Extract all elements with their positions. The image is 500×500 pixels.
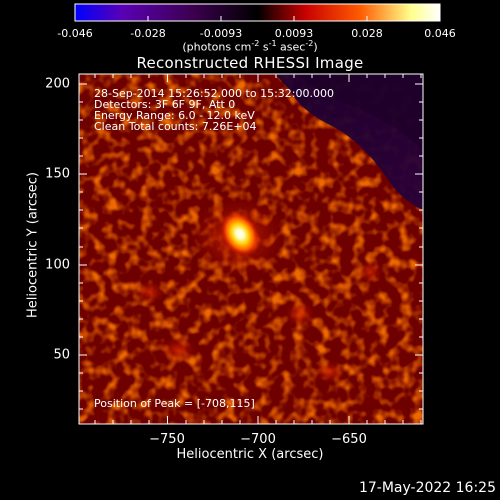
plot-title: Reconstructed RHESSI Image: [136, 54, 364, 72]
colorbar-tick-label: 0.028: [351, 27, 383, 40]
y-tick-label: 150: [45, 166, 70, 182]
annotation-algorithm-counts: Clean Total counts: 7.26E+04: [94, 120, 257, 133]
x-tick-label: −700: [240, 432, 276, 447]
axis-ticks: [79, 74, 423, 424]
y-tick-label: 50: [53, 347, 70, 363]
colorbar-ticks: [74, 16, 441, 21]
x-tick-label: −750: [149, 432, 185, 447]
y-tick-label: 100: [45, 257, 70, 273]
annotation-detectors: Detectors: 3F 6F 9F, Att 0: [94, 98, 236, 111]
colorbar-tick-label: -0.028: [130, 27, 166, 40]
annotation-time-range: 28-Sep-2014 15:26:52.000 to 15:32:00.000: [94, 87, 334, 100]
x-axis-label: Heliocentric X (arcsec): [176, 447, 324, 462]
y-tick-label: 200: [45, 76, 70, 92]
flare-peak-source: [220, 211, 260, 257]
plot-frame: [78, 73, 424, 425]
colorbar-gradient: [74, 3, 441, 22]
colorbar-tick-label: 0.046: [424, 27, 456, 40]
colorbar: [74, 3, 441, 22]
peak-position-label: Position of Peak = [-708,115]: [94, 397, 255, 410]
y-axis-label: Heliocentric Y (arcsec): [25, 172, 41, 318]
annotation-energy-range: Energy Range: 6.0 - 12.0 keV: [94, 109, 255, 122]
render-timestamp: 17-May-2022 16:25: [358, 480, 496, 496]
colorbar-tick-label: -0.046: [57, 27, 93, 40]
colorbar-tick-label: -0.0093: [199, 27, 243, 40]
x-tick-label: −650: [331, 432, 367, 447]
image-data: [79, 74, 423, 424]
colorbar-tick-label: 0.0093: [274, 27, 314, 40]
colorbar-units: (photons cm-2 s-1 asec-2): [182, 39, 318, 54]
